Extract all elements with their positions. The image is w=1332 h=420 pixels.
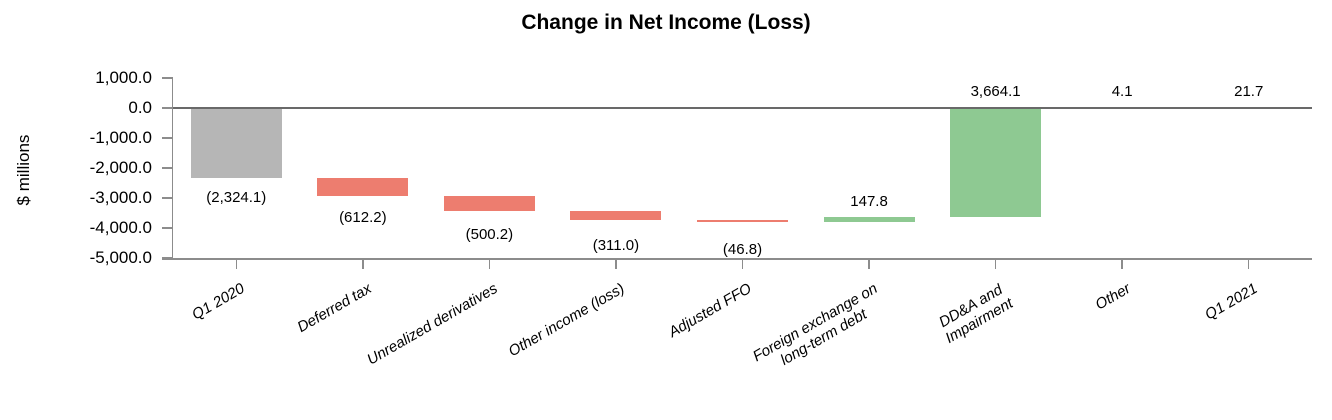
- y-axis-tick-label: -2,000.0: [89, 158, 152, 177]
- bar-value-label: (2,324.1): [206, 188, 267, 206]
- y-axis-tick-label: -3,000.0: [89, 188, 152, 207]
- y-axis-tick-label: -4,000.0: [89, 218, 152, 237]
- y-axis-tick: [162, 107, 173, 109]
- y-axis-tick-label: -1,000.0: [89, 128, 152, 147]
- x-category-label: Other income (loss): [505, 280, 628, 361]
- x-category-label: Q1 2020: [189, 280, 248, 324]
- y-axis-tick-label: 1,000.0: [95, 68, 152, 87]
- waterfall-bar: [443, 196, 535, 212]
- y-axis-tick: [162, 227, 173, 229]
- x-axis-tick: [741, 258, 744, 269]
- x-axis-tick: [488, 258, 491, 269]
- x-axis-tick: [235, 258, 238, 269]
- waterfall-bar: [190, 108, 282, 178]
- y-axis-tick-label: -5,000.0: [89, 248, 152, 267]
- bar-value-label: 3,664.1: [970, 83, 1021, 101]
- bar-value-label: (311.0): [592, 237, 640, 255]
- x-category-label: Q1 2021: [1201, 280, 1261, 324]
- x-axis-tick: [362, 258, 364, 269]
- waterfall-bar: [697, 220, 788, 222]
- y-axis-tick: [162, 197, 173, 199]
- waterfall-bar: [317, 177, 409, 197]
- zero-baseline: [173, 107, 1312, 109]
- y-axis-tick: [162, 167, 173, 169]
- x-axis-tick: [615, 258, 617, 269]
- x-category-label: Adjusted FFO: [665, 280, 754, 341]
- bar-value-label: (500.2): [465, 226, 514, 244]
- x-category-label: DD&A and Impairment: [935, 281, 1016, 347]
- waterfall-bar: [950, 107, 1042, 218]
- bar-value-label: 21.7: [1234, 83, 1264, 101]
- y-axis-tick-label: 0.0: [128, 98, 152, 117]
- x-axis-tick: [994, 258, 997, 269]
- bar-value-label: 4.1: [1111, 83, 1133, 101]
- x-axis-line: [162, 258, 1312, 260]
- x-category-label: Unrealized derivatives: [364, 280, 501, 369]
- x-axis-tick: [1247, 258, 1250, 269]
- waterfall-bar: [823, 217, 915, 222]
- y-axis-tick: [162, 77, 173, 79]
- waterfall-bar: [570, 211, 662, 221]
- bar-value-label: (46.8): [722, 240, 763, 258]
- x-axis-tick: [1121, 258, 1123, 269]
- x-category-label: Deferred tax: [294, 280, 375, 336]
- y-axis-title: $ millions: [14, 134, 33, 206]
- y-axis-line: [171, 78, 173, 258]
- x-category-label: Other: [1092, 280, 1134, 314]
- x-category-label: Foreign exchange on long-term debt: [749, 280, 881, 369]
- x-axis-tick: [868, 258, 870, 269]
- y-axis-tick: [162, 137, 173, 139]
- chart-title: Change in Net Income (Loss): [521, 11, 811, 34]
- bar-value-label: 147.8: [850, 193, 888, 211]
- bar-value-label: (612.2): [339, 209, 387, 227]
